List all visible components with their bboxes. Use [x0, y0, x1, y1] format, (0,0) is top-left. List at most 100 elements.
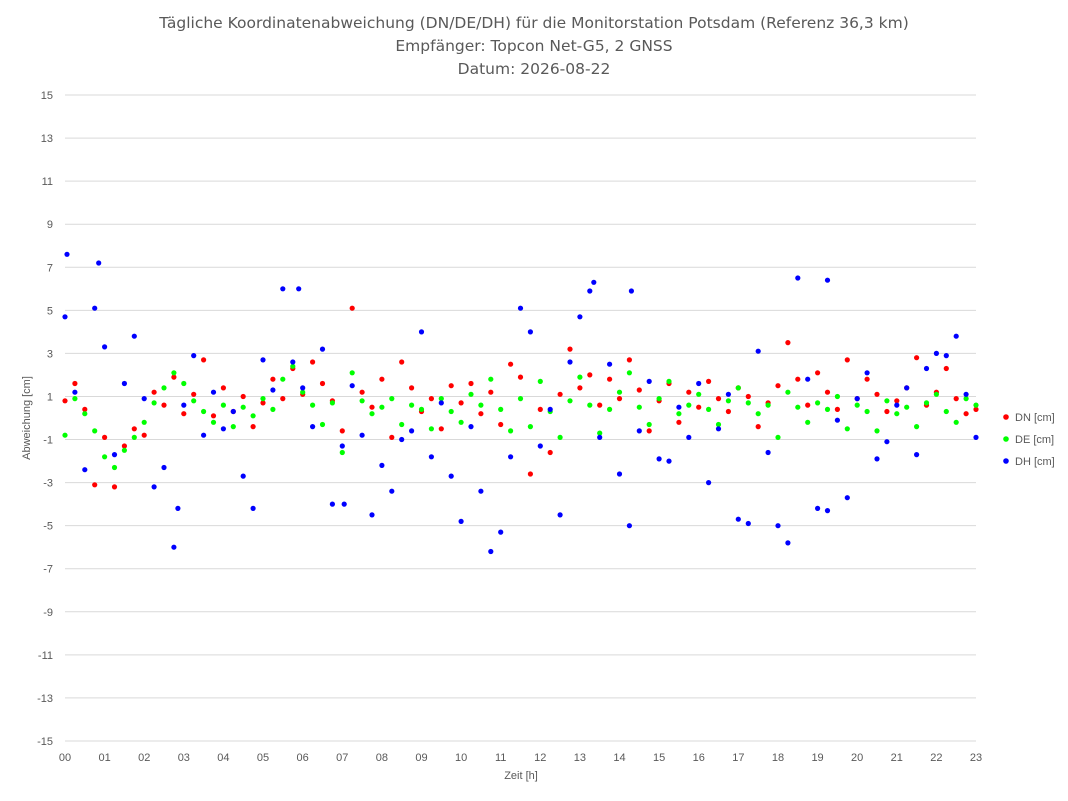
- data-point: [498, 406, 504, 412]
- data-point: [300, 385, 306, 391]
- data-point: [815, 370, 821, 376]
- data-point: [64, 251, 70, 257]
- data-point: [597, 402, 603, 408]
- x-tick-label: 12: [534, 752, 546, 764]
- data-point: [557, 434, 563, 440]
- data-point: [82, 406, 88, 412]
- data-point: [369, 512, 375, 518]
- data-point: [636, 387, 642, 393]
- data-point: [329, 501, 335, 507]
- chart-title-line-1: Tägliche Koordinatenabweichung (DN/DE/DH…: [158, 14, 909, 32]
- legend-label: DH [cm]: [1015, 456, 1055, 468]
- x-tick-label: 17: [732, 752, 744, 764]
- data-point: [270, 376, 276, 382]
- legend-marker: [1003, 458, 1009, 464]
- data-point: [607, 361, 613, 367]
- data-point: [296, 286, 302, 292]
- data-point: [438, 400, 444, 406]
- legend-item: DE [cm]: [1003, 434, 1054, 446]
- data-point: [904, 404, 910, 410]
- data-point: [131, 333, 137, 339]
- data-point: [567, 346, 573, 352]
- data-point: [171, 374, 177, 380]
- data-point: [706, 378, 712, 384]
- data-point: [418, 329, 425, 335]
- y-tick-label: 11: [42, 176, 53, 188]
- data-point: [399, 421, 405, 428]
- data-point: [686, 389, 692, 395]
- data-point: [765, 449, 771, 456]
- legend-item: DN [cm]: [1003, 412, 1055, 424]
- data-point: [468, 380, 474, 387]
- data-point: [706, 480, 712, 486]
- data-point: [735, 385, 741, 391]
- data-point: [141, 419, 147, 425]
- y-tick-label: 13: [41, 133, 53, 145]
- data-point: [141, 396, 147, 402]
- data-point: [973, 434, 979, 440]
- data-point: [270, 387, 276, 393]
- data-point: [468, 424, 474, 430]
- data-point: [636, 404, 642, 410]
- data-point: [62, 398, 68, 404]
- data-point: [943, 353, 949, 359]
- data-point: [933, 350, 940, 356]
- data-point: [607, 376, 613, 382]
- data-point: [874, 391, 880, 397]
- data-point: [923, 400, 930, 406]
- x-tick-label: 07: [336, 752, 348, 764]
- data-point: [240, 473, 246, 479]
- data-point: [953, 333, 959, 339]
- legend-label: DN [cm]: [1015, 412, 1055, 424]
- data-point: [488, 548, 494, 555]
- data-point: [181, 411, 187, 417]
- data-point: [725, 408, 732, 415]
- data-point: [409, 402, 415, 408]
- data-point: [963, 411, 969, 417]
- data-point: [111, 464, 118, 471]
- x-tick-label: 14: [613, 752, 625, 764]
- data-point: [824, 277, 831, 283]
- y-axis-title: Abweichung [cm]: [21, 376, 33, 460]
- data-point: [280, 376, 286, 382]
- data-point: [805, 402, 811, 408]
- data-point: [765, 402, 771, 408]
- data-point: [230, 424, 236, 430]
- data-point: [280, 396, 286, 402]
- data-point: [616, 389, 623, 395]
- data-point: [557, 512, 563, 518]
- data-point: [62, 432, 68, 438]
- data-point: [448, 408, 454, 415]
- data-point: [785, 540, 791, 546]
- data-point: [517, 396, 524, 402]
- data-point: [775, 523, 781, 529]
- data-points: [62, 251, 979, 555]
- y-tick-label: -11: [38, 650, 53, 662]
- data-point: [686, 434, 692, 440]
- data-point: [628, 288, 635, 294]
- data-point: [557, 391, 563, 397]
- data-point: [626, 357, 633, 363]
- data-point: [151, 400, 157, 406]
- data-point: [121, 447, 127, 453]
- data-point: [250, 413, 256, 419]
- data-point: [349, 383, 355, 389]
- data-point: [62, 314, 68, 320]
- data-point: [270, 406, 276, 412]
- data-point: [121, 380, 127, 387]
- data-point: [339, 428, 345, 434]
- y-tick-label: 3: [47, 348, 53, 360]
- y-tick-label: -7: [43, 564, 53, 576]
- data-point: [755, 411, 761, 417]
- data-point: [755, 424, 761, 430]
- legend: DN [cm] DE [cm] DH [cm]: [1003, 412, 1055, 468]
- data-point: [527, 471, 534, 477]
- x-tick-label: 22: [930, 752, 942, 764]
- data-point: [914, 355, 920, 361]
- data-point: [458, 400, 464, 406]
- data-point: [815, 400, 821, 406]
- legend-item: DH [cm]: [1003, 456, 1055, 468]
- y-tick-label: -9: [43, 607, 53, 619]
- x-tick-label: 16: [693, 752, 705, 764]
